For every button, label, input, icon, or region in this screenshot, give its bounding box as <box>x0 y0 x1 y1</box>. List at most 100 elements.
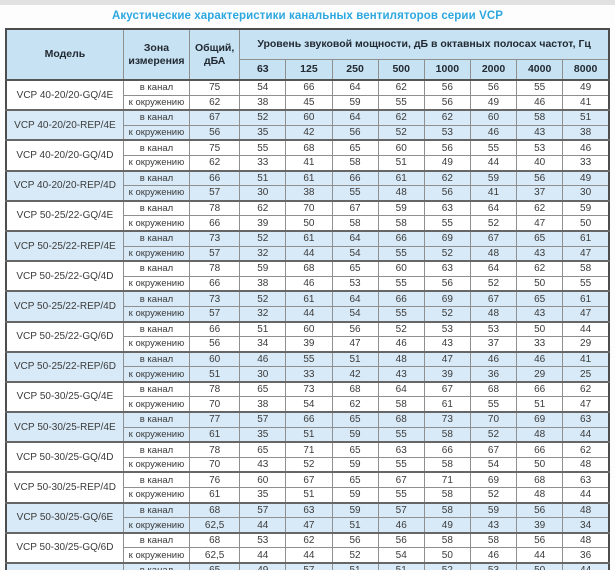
zone-label: в канал <box>122 139 191 156</box>
band-value-63hz: 44 <box>239 547 287 564</box>
band-value-250hz: 56 <box>331 320 379 338</box>
band-value-2000hz: 56 <box>469 79 518 96</box>
model-group: VCP 50-30/25-REP/6Dв канал65495751515253… <box>5 562 610 570</box>
band-value-4000hz: 40 <box>516 154 564 172</box>
band-value-2000hz: 46 <box>469 547 518 564</box>
band-value-1000hz: 58 <box>423 502 471 519</box>
zone-label: к окружению <box>122 517 191 534</box>
band-value-250hz: 42 <box>331 366 379 383</box>
col-header-model: Модель <box>5 28 124 81</box>
table-row: VCP 40-20/20-GQ/4D в канал 75 55 68 65 60 56 55 5… <box>5 139 610 172</box>
band-value-4000hz: 56 <box>516 532 564 549</box>
band-value-63hz: 65 <box>239 381 287 398</box>
band-value-4000hz: 65 <box>516 230 564 247</box>
band-value-63hz: 53 <box>239 532 287 549</box>
band-value-125hz: 46 <box>285 275 333 292</box>
band-value-4000hz: 55 <box>516 79 564 96</box>
band-value-8000hz: 62 <box>562 381 610 398</box>
band-value-4000hz: 43 <box>516 245 564 262</box>
band-value-2000hz: 49 <box>469 94 518 111</box>
band-value-125hz: 33 <box>285 366 333 383</box>
page-top-strip <box>0 0 615 5</box>
band-value-1000hz: 63 <box>423 200 471 217</box>
band-value-2000hz: 37 <box>469 336 518 353</box>
band-value-125hz: 51 <box>285 487 333 504</box>
col-header-freq-63: 63 <box>239 59 287 81</box>
model-group: VCP 50-25/22-REP/6D в канал 60 46 55 51 48 47 46… <box>5 351 610 383</box>
band-value-63hz: 57 <box>239 502 287 519</box>
table-row: VCP 50-25/22-REP/6D в канал 60 46 55 51 48 47 46… <box>5 351 610 383</box>
band-value-1000hz: 66 <box>423 441 471 458</box>
band-value-500hz: 51 <box>377 154 425 172</box>
band-value-1000hz: 58 <box>423 456 471 473</box>
band-value-250hz: 56 <box>331 124 379 141</box>
total-dba-value: 57 <box>189 305 241 323</box>
table-row: к окружению 57 30 38 55 48 56 41 37 30 <box>6 185 610 202</box>
acoustic-characteristics-table: Модель Зона измерения Общий, дБА Уровень… <box>5 28 610 570</box>
band-value-63hz: 46 <box>239 351 287 368</box>
table-row: к окружению 57 32 44 54 55 52 48 43 47 <box>6 245 610 262</box>
band-value-63hz: 62 <box>239 200 287 217</box>
model-group: VCP 50-30/25-GQ/6E в канал 68 57 63 59 57 58 59 5… <box>5 502 610 534</box>
band-value-1000hz: 56 <box>423 185 471 202</box>
band-value-4000hz: 50 <box>516 456 564 473</box>
band-value-63hz: 52 <box>239 109 287 126</box>
zone-label: к окружению <box>122 94 191 111</box>
model-group: VCP 50-25/22-GQ/4D в канал 78 59 68 65 60 63 64 6… <box>5 260 610 292</box>
band-value-125hz: 67 <box>285 471 333 489</box>
band-value-500hz: 54 <box>377 547 425 564</box>
band-value-8000hz: 41 <box>562 351 610 368</box>
band-value-8000hz: 61 <box>562 290 610 307</box>
band-value-500hz: 58 <box>377 396 425 413</box>
band-value-63hz: 39 <box>239 215 287 232</box>
total-dba-value: 77 <box>189 411 241 428</box>
model-name: VCP 50-30/25-GQ/6E <box>5 502 124 534</box>
band-value-125hz: 73 <box>285 381 333 398</box>
zone-label: к окружению <box>122 426 191 443</box>
total-dba-value: 78 <box>189 381 241 398</box>
model-name: VCP 50-25/22-GQ/4D <box>5 260 124 292</box>
band-value-500hz: 55 <box>377 305 425 323</box>
col-header-freq-1000: 1000 <box>423 59 471 81</box>
zone-label: в канал <box>122 109 191 126</box>
band-value-63hz: 35 <box>239 124 287 141</box>
band-value-8000hz: 33 <box>562 154 610 172</box>
band-value-4000hz: 65 <box>516 290 564 307</box>
zone-label: в канал <box>122 502 191 519</box>
band-value-500hz: 55 <box>377 487 425 504</box>
band-value-4000hz: 56 <box>516 502 564 519</box>
total-dba-value: 61 <box>189 426 241 443</box>
band-value-250hz: 64 <box>331 109 379 126</box>
band-value-500hz: 55 <box>377 275 425 292</box>
total-dba-value: 61 <box>189 487 241 504</box>
band-value-500hz: 55 <box>377 94 425 111</box>
band-value-125hz: 55 <box>285 351 333 368</box>
band-value-8000hz: 29 <box>562 336 610 353</box>
band-value-250hz: 66 <box>331 170 379 187</box>
band-value-250hz: 65 <box>331 441 379 458</box>
band-value-63hz: 52 <box>239 230 287 247</box>
total-dba-value: 75 <box>189 79 241 96</box>
band-value-8000hz: 48 <box>562 532 610 549</box>
band-value-63hz: 35 <box>239 487 287 504</box>
band-value-500hz: 66 <box>377 290 425 307</box>
band-value-500hz: 66 <box>377 230 425 247</box>
band-value-63hz: 30 <box>239 366 287 383</box>
band-value-8000hz: 46 <box>562 139 610 156</box>
band-value-500hz: 46 <box>377 517 425 534</box>
band-value-4000hz: 46 <box>516 94 564 111</box>
zone-label: к окружению <box>122 487 191 504</box>
total-dba-value: 78 <box>189 200 241 217</box>
band-value-1000hz: 53 <box>423 320 471 338</box>
band-value-4000hz: 68 <box>516 471 564 489</box>
model-name: VCP 50-25/22-REP/4E <box>5 230 124 262</box>
band-value-250hz: 59 <box>331 426 379 443</box>
band-value-125hz: 68 <box>285 139 333 156</box>
band-value-8000hz: 47 <box>562 305 610 323</box>
band-value-4000hz: 66 <box>516 381 564 398</box>
model-name: VCP 50-30/25-GQ/6D <box>5 532 124 564</box>
zone-label: в канал <box>122 381 191 398</box>
band-value-250hz: 68 <box>331 381 379 398</box>
zone-label: в канал <box>122 441 191 458</box>
